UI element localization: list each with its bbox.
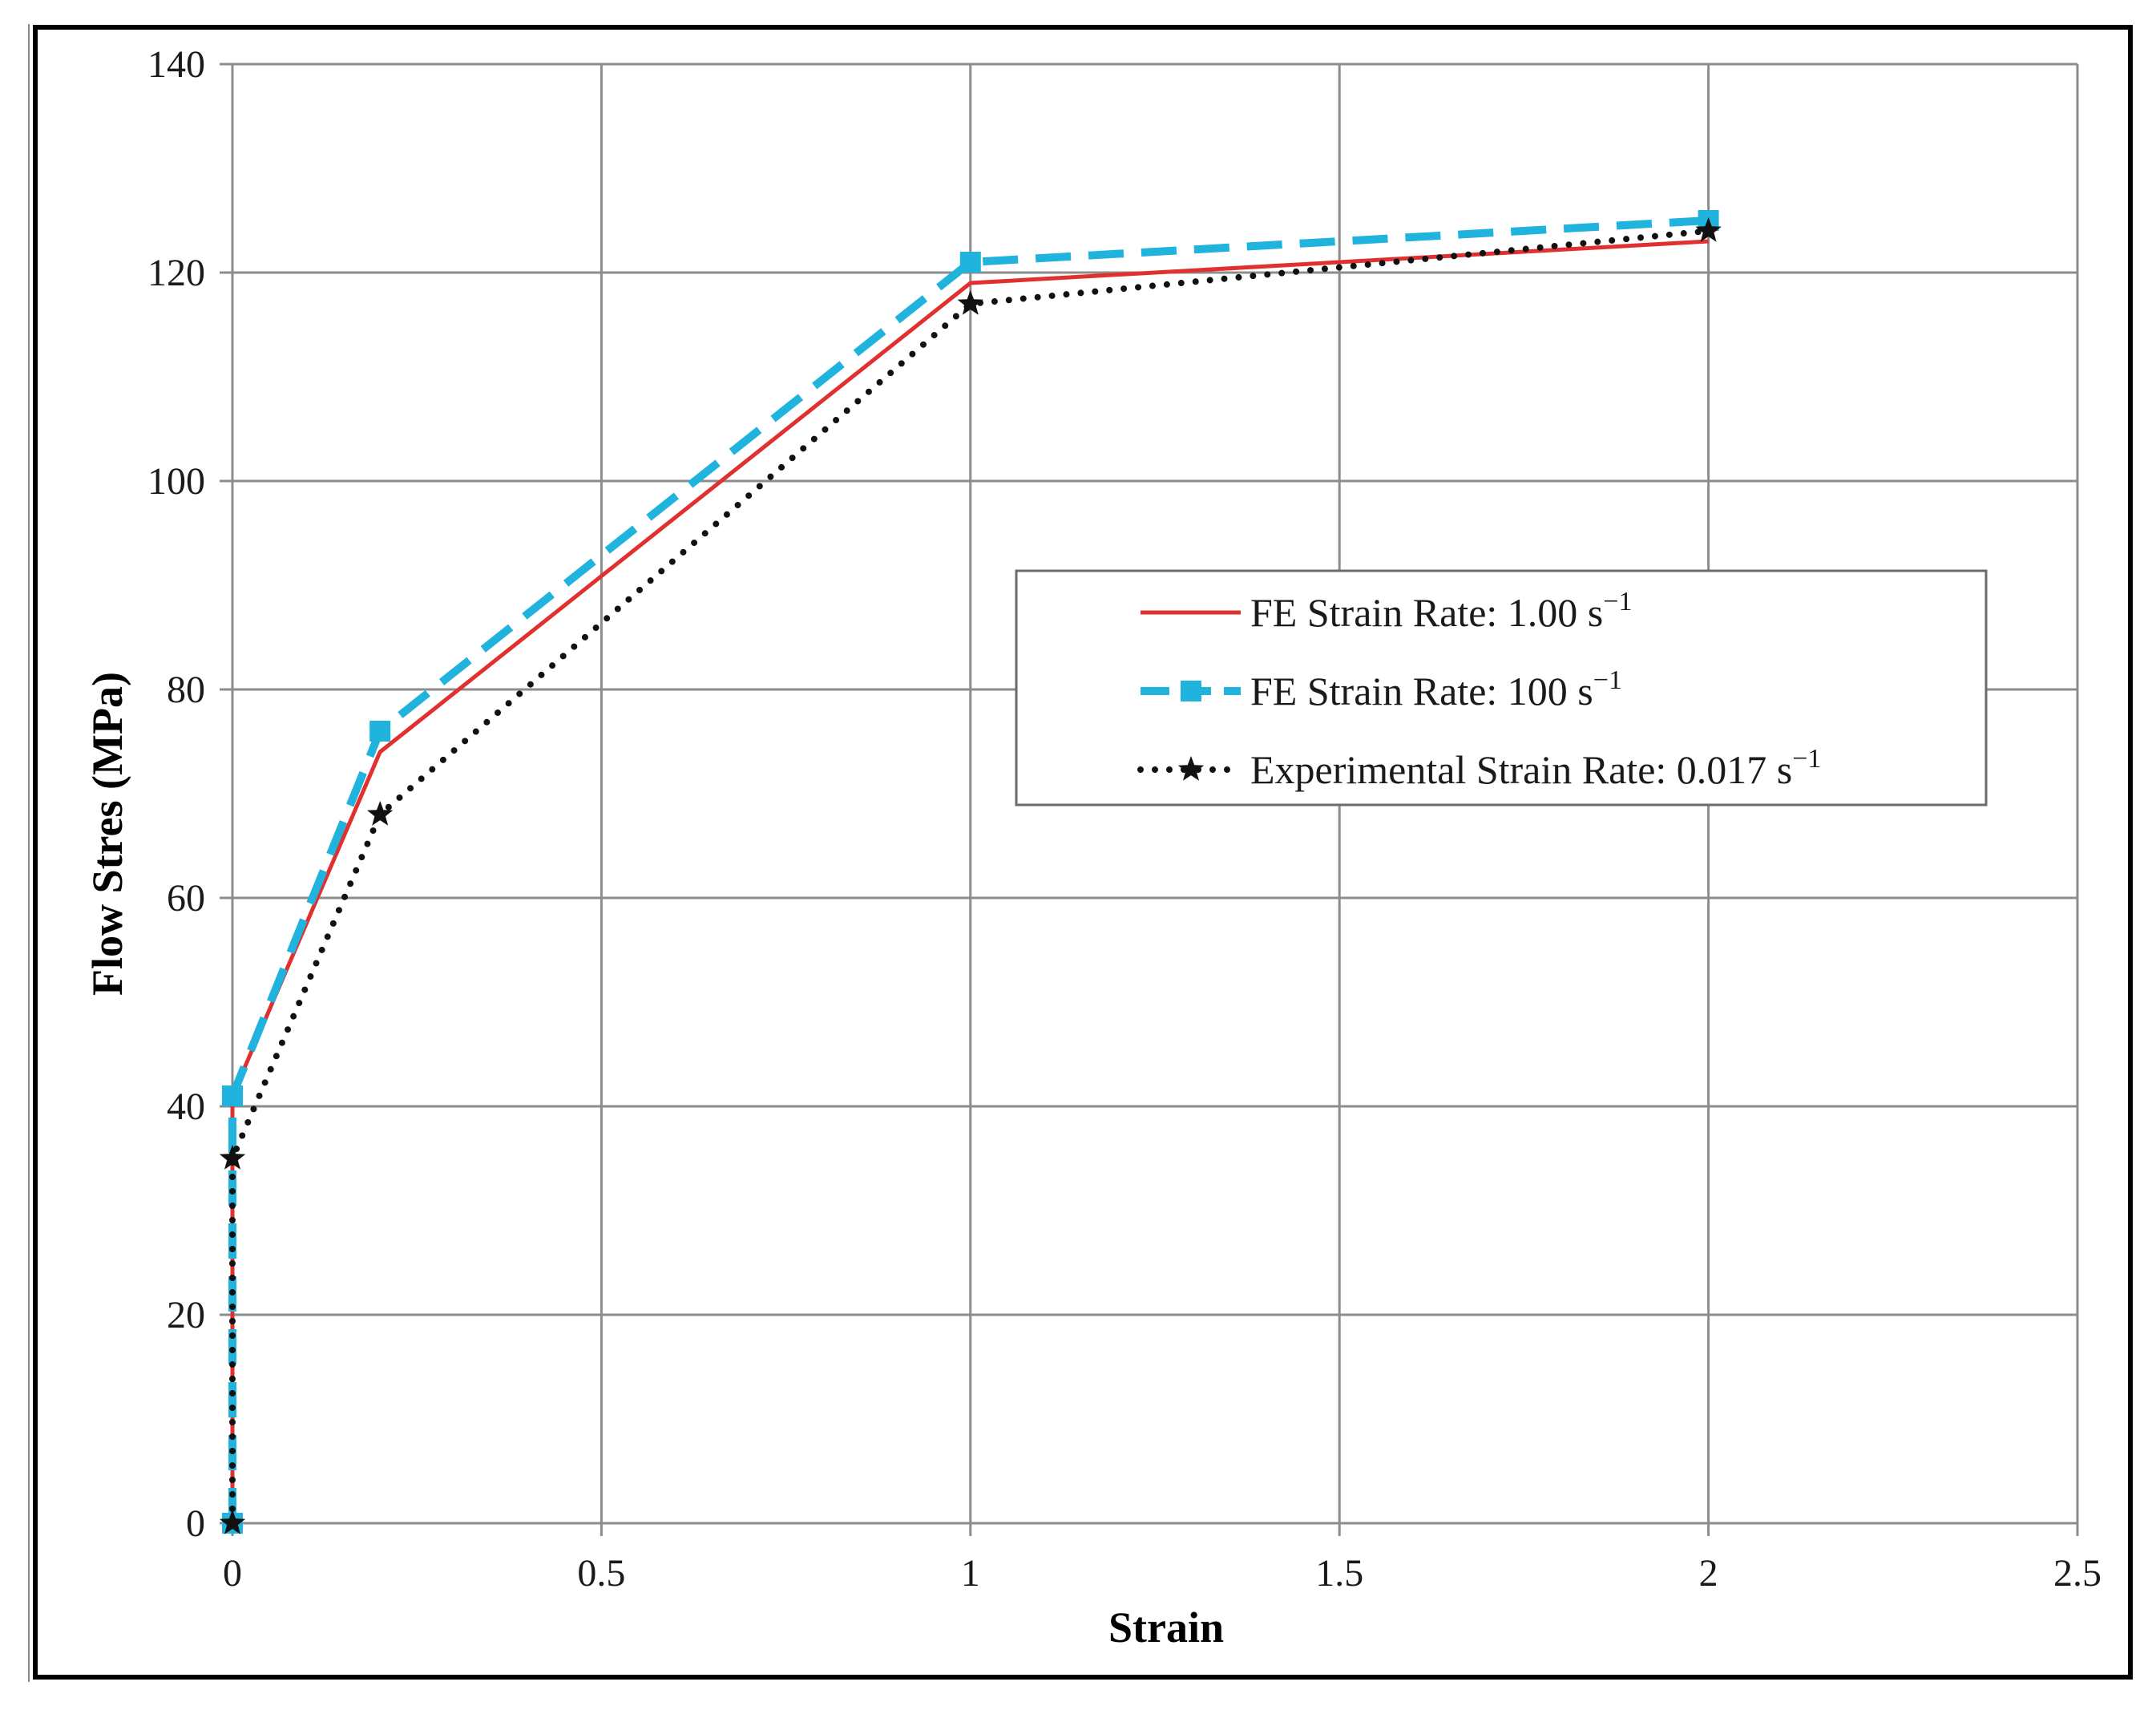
legend-label: Experimental Strain Rate: 0.017 s−1 — [1250, 744, 1821, 792]
data-point — [219, 1145, 246, 1170]
legend-label-text: FE Strain Rate: 100 s — [1250, 669, 1593, 714]
legend-label: FE Strain Rate: 100 s−1 — [1250, 665, 1622, 714]
y-tick-label: 120 — [147, 252, 205, 294]
x-tick-label: 1.5 — [1315, 1552, 1363, 1595]
data-point — [1695, 217, 1722, 242]
series-3 — [219, 217, 1722, 1534]
data-point — [222, 1085, 243, 1106]
data-point — [367, 801, 394, 826]
y-tick-label: 20 — [167, 1294, 205, 1336]
data-point — [369, 721, 391, 742]
legend-label-exponent: −1 — [1593, 665, 1622, 695]
legend: FE Strain Rate: 1.00 s−1FE Strain Rate: … — [1015, 569, 1988, 806]
x-axis-title: Strain — [1108, 1603, 1224, 1651]
y-tick-label: 140 — [147, 43, 205, 86]
legend-label-exponent: −1 — [1603, 587, 1632, 616]
x-tick-label: 0.5 — [577, 1552, 625, 1595]
legend-box — [1015, 569, 1988, 806]
series-layer — [219, 210, 1722, 1534]
y-tick-label: 80 — [167, 669, 205, 711]
legend-label-exponent: −1 — [1792, 744, 1821, 774]
legend-label: FE Strain Rate: 1.00 s−1 — [1250, 587, 1632, 635]
x-tick-label: 2 — [1699, 1552, 1718, 1595]
data-point — [959, 252, 981, 273]
legend-label-text: FE Strain Rate: 1.00 s — [1250, 590, 1603, 635]
x-tick-label: 0 — [223, 1552, 242, 1595]
tick-labels: 0 20 40 60 80 100 120 140 0 0.5 1 1.5 2 2.5 — [147, 43, 2101, 1595]
legend-label-text: Experimental Strain Rate: 0.017 s — [1250, 747, 1792, 792]
data-point — [219, 1510, 246, 1534]
outer-frame — [33, 25, 2133, 1680]
x-tick-label: 1 — [961, 1552, 980, 1595]
y-tick-label: 100 — [147, 460, 205, 503]
y-tick-label: 40 — [167, 1085, 205, 1128]
y-axis-title: Flow Stres (MPa) — [83, 672, 131, 996]
y-tick-label: 60 — [167, 877, 205, 920]
y-tick-label: 0 — [186, 1502, 205, 1545]
legend-marker — [1177, 756, 1205, 781]
data-point — [957, 290, 983, 315]
legend-marker — [1181, 681, 1201, 701]
x-tick-label: 2.5 — [2053, 1552, 2101, 1595]
